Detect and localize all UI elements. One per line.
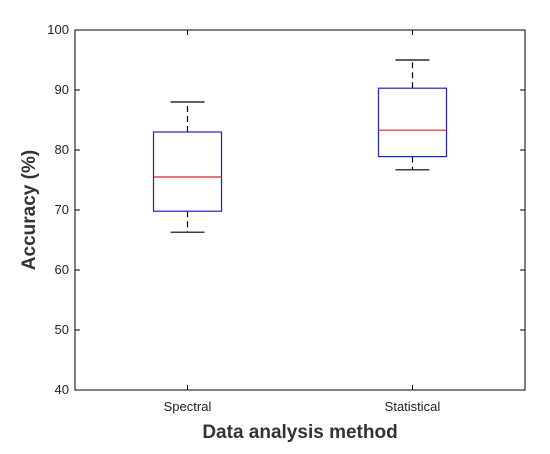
y-axis-label: Accuracy (%) [19,150,40,270]
boxes-layer [152,59,448,233]
plot-area-frame [74,29,526,391]
x-axis: Spectral Statistical [164,30,441,414]
iqr-box [152,131,223,212]
y-axis: 40 50 60 70 80 90 100 [47,22,525,397]
y-tick-label: 40 [55,382,69,397]
y-tick-label: 80 [55,142,69,157]
y-tick-label: 50 [55,322,69,337]
box-group [152,101,223,233]
box-group [377,59,448,171]
iqr-box [377,87,448,158]
x-tick-label: Statistical [385,399,441,414]
y-tick-label: 60 [55,262,69,277]
y-tick-label: 90 [55,82,69,97]
y-tick-label: 100 [47,22,69,37]
x-axis-label: Data analysis method [202,422,397,443]
y-tick-label: 70 [55,202,69,217]
x-tick-label: Spectral [164,399,212,414]
